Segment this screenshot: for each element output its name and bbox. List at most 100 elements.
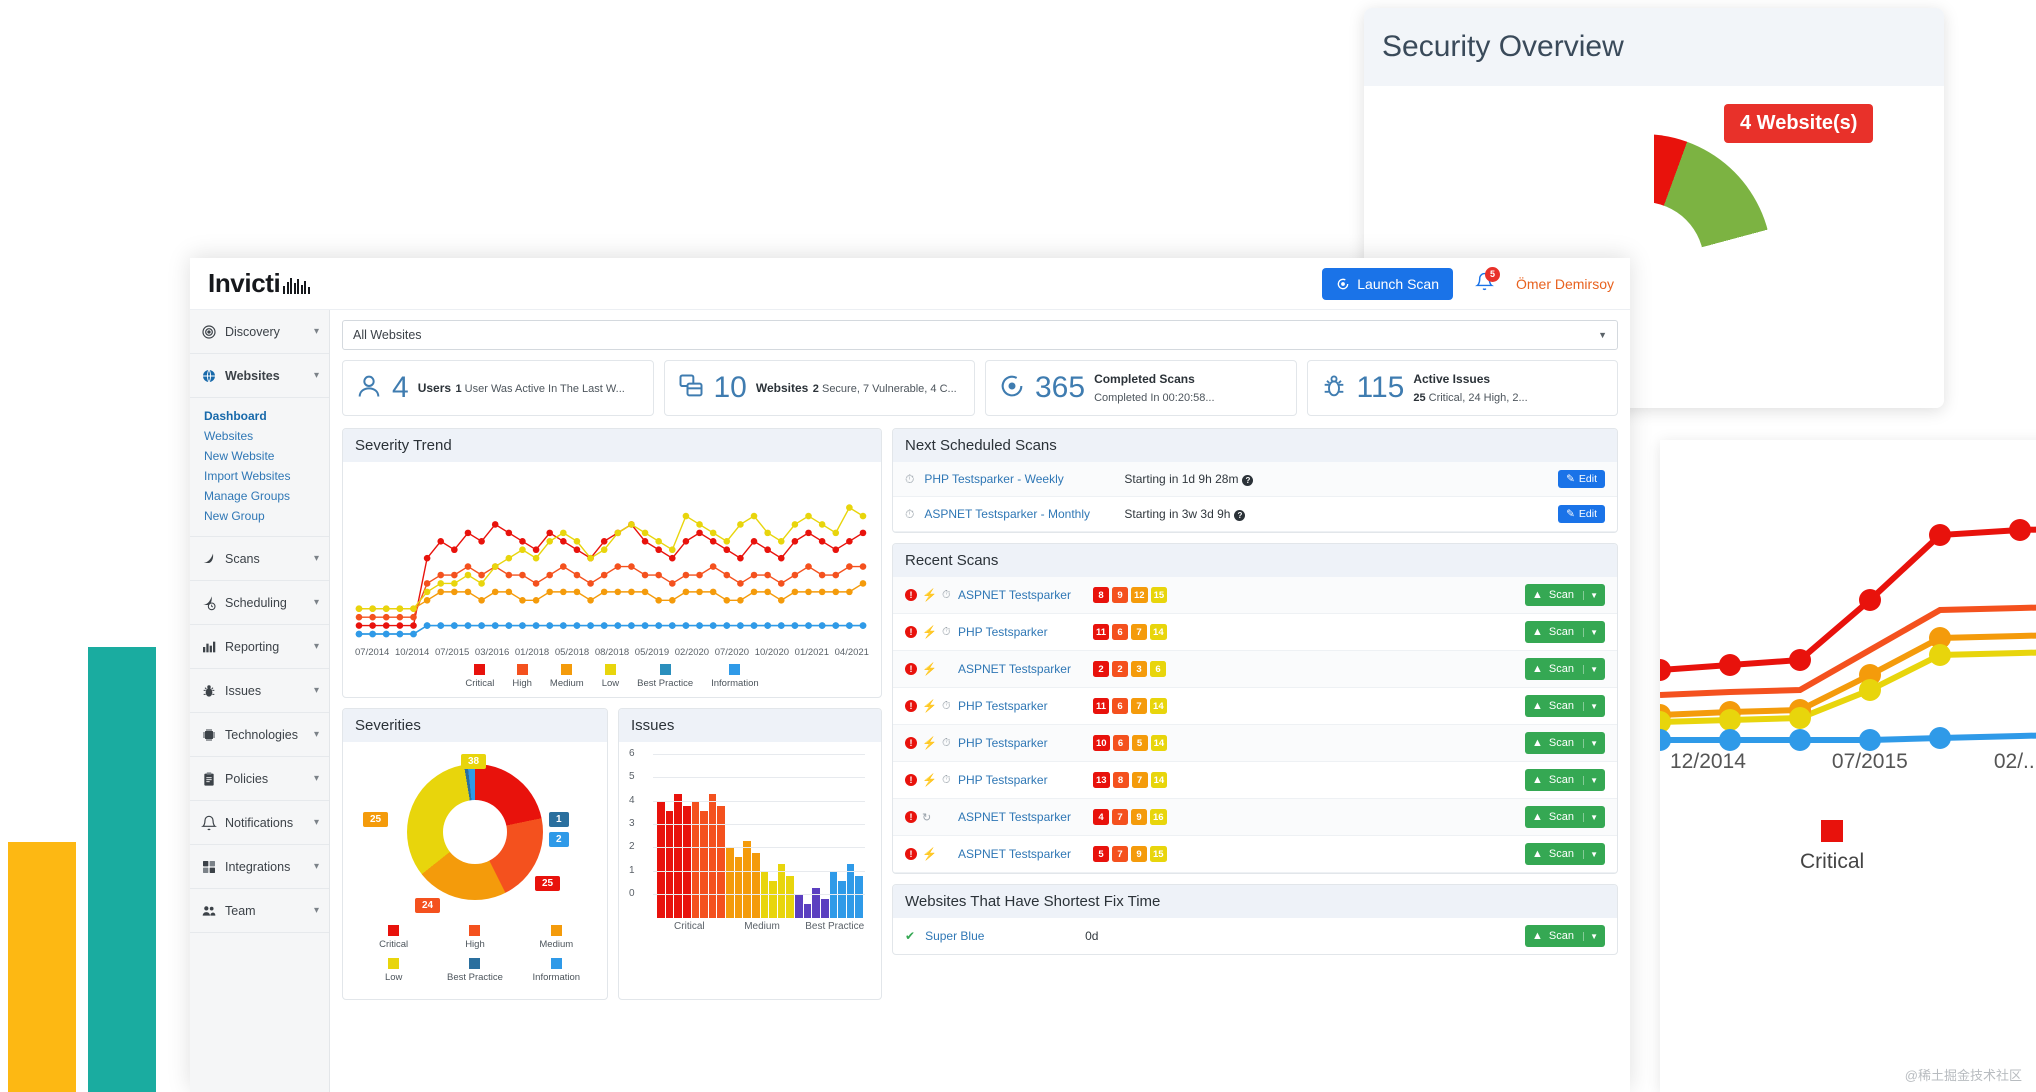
main-content: All Websites ▼ 4 Users 1 User Was Active… bbox=[330, 310, 1630, 1092]
scan-button-label: Scan bbox=[1548, 774, 1574, 786]
help-icon[interactable]: ? bbox=[1242, 475, 1254, 486]
sidebar-item-integrations[interactable]: Integrations ▾ bbox=[190, 845, 329, 889]
sidebar-item-websites[interactable]: Websites ▾ bbox=[190, 354, 329, 398]
scan-button[interactable]: ▲ Scan ▼ bbox=[1525, 695, 1605, 717]
donut-label-best-practice: 1 bbox=[549, 812, 569, 827]
launch-scan-label: Launch Scan bbox=[1357, 275, 1439, 292]
sidebar-item-policies[interactable]: Policies ▾ bbox=[190, 757, 329, 801]
scan-button[interactable]: ▲ Scan ▼ bbox=[1525, 732, 1605, 754]
sidebar-item-discovery[interactable]: Discovery ▾ bbox=[190, 310, 329, 354]
sidebar-item-scheduling[interactable]: Scheduling ▾ bbox=[190, 581, 329, 625]
legend-item: High bbox=[512, 664, 532, 689]
legend-item: Best Practice bbox=[434, 958, 515, 983]
stat-card-active-issues[interactable]: 115 Active Issues 25 Critical, 24 High, … bbox=[1306, 360, 1618, 416]
chevron-down-icon[interactable]: ▼ bbox=[1583, 701, 1598, 711]
scan-website-name[interactable]: PHP Testsparker bbox=[958, 699, 1048, 713]
scan-website-name[interactable]: ASPNET Testsparker bbox=[958, 662, 1071, 676]
help-icon[interactable]: ? bbox=[1234, 510, 1246, 521]
scan-row: ! ⚡ ⏱ PHP Testsparker 11 6 7 14 ▲ Scan ▼ bbox=[893, 688, 1617, 725]
scan-website-name[interactable]: PHP Testsparker bbox=[958, 773, 1048, 787]
sidebar-item-technologies[interactable]: Technologies ▾ bbox=[190, 713, 329, 757]
legend-item: Best Practice bbox=[637, 664, 693, 689]
scan-website-name[interactable]: PHP Testsparker bbox=[958, 625, 1048, 639]
invicti-logo: Invicti bbox=[208, 268, 310, 299]
scheduled-scan-name[interactable]: ASPNET Testsparker - Monthly bbox=[924, 507, 1090, 521]
scan-status-icons: ! ↻ bbox=[905, 811, 951, 824]
scheduled-scan-time: Starting in 1d 9h 28m? bbox=[1124, 472, 1548, 486]
scan-button[interactable]: ▲ Scan ▼ bbox=[1525, 621, 1605, 643]
edit-label: Edit bbox=[1578, 473, 1597, 485]
bar bbox=[751, 852, 760, 918]
chevron-down-icon[interactable]: ▼ bbox=[1583, 664, 1598, 674]
scan-button-label: Scan bbox=[1548, 700, 1574, 712]
shortest-fix-title: Websites That Have Shortest Fix Time bbox=[893, 885, 1617, 918]
fix-website-name[interactable]: Super Blue bbox=[925, 929, 985, 943]
scan-button[interactable]: ▲ Scan ▼ bbox=[1525, 658, 1605, 680]
bolt-icon: ⚡ bbox=[922, 736, 937, 750]
stat-card-websites[interactable]: 10 Websites 2 Secure, 7 Vulnerable, 4 C.… bbox=[663, 360, 975, 416]
legend-label: Critical bbox=[465, 678, 495, 689]
sidebar-item-reporting[interactable]: Reporting ▾ bbox=[190, 625, 329, 669]
sidebar-item-scans[interactable]: Scans ▾ bbox=[190, 537, 329, 581]
shark-fin-icon: ▲ bbox=[1532, 626, 1543, 638]
scan-button-label: Scan bbox=[1548, 930, 1574, 942]
sidebar-item-team[interactable]: Team ▾ bbox=[190, 889, 329, 933]
scan-website-name[interactable]: ASPNET Testsparker bbox=[958, 847, 1071, 861]
sidebar-subitem-manage-groups[interactable]: Manage Groups bbox=[204, 488, 291, 503]
chevron-down-icon[interactable]: ▼ bbox=[1583, 931, 1598, 941]
chevron-down-icon[interactable]: ▼ bbox=[1583, 590, 1598, 600]
sidebar-subitem-websites[interactable]: Websites bbox=[204, 428, 254, 443]
scan-button[interactable]: ▲ Scan ▼ bbox=[1525, 925, 1605, 947]
axis-tick: 07/2015 bbox=[1831, 750, 1908, 773]
website-filter-select[interactable]: All Websites ▼ bbox=[342, 320, 1618, 350]
scheduled-scan-name[interactable]: PHP Testsparker - Weekly bbox=[924, 472, 1064, 486]
legend-item: Low bbox=[602, 664, 619, 689]
axis-tick: 08/2018 bbox=[594, 647, 630, 658]
chevron-down-icon[interactable]: ▼ bbox=[1583, 775, 1598, 785]
severity-badge: 7 bbox=[1131, 624, 1148, 640]
severities-legend: Critical High Medium Low Best Practice Inform… bbox=[353, 925, 597, 991]
sidebar-subitem-dashboard[interactable]: Dashboard bbox=[204, 408, 267, 423]
chevron-down-icon[interactable]: ▼ bbox=[1583, 627, 1598, 637]
legend-item: Critical bbox=[353, 925, 434, 950]
stat-card-users[interactable]: 4 Users 1 User Was Active In The Last W.… bbox=[342, 360, 654, 416]
severity-badge: 8 bbox=[1112, 772, 1129, 788]
stat-card-completed-scans[interactable]: 365 Completed Scans Completed In 00:20:5… bbox=[985, 360, 1297, 416]
bar bbox=[795, 894, 803, 918]
chevron-down-icon[interactable]: ▼ bbox=[1583, 738, 1598, 748]
sidebar-item-issues[interactable]: Issues ▾ bbox=[190, 669, 329, 713]
bar bbox=[820, 899, 829, 918]
severities-donut-area: 38 25 1 2 25 24 bbox=[353, 750, 597, 925]
sidebar-label: Issues bbox=[225, 683, 262, 698]
bolt-icon: ⚡ bbox=[922, 699, 937, 713]
scan-button[interactable]: ▲ Scan ▼ bbox=[1525, 806, 1605, 828]
scan-website-name[interactable]: ASPNET Testsparker bbox=[958, 588, 1071, 602]
gridline bbox=[653, 824, 865, 825]
severity-badge: 9 bbox=[1131, 809, 1147, 825]
scan-button[interactable]: ▲ Scan ▼ bbox=[1525, 843, 1605, 865]
notifications-button[interactable]: 5 bbox=[1475, 266, 1500, 296]
legend-item: Medium bbox=[516, 925, 597, 950]
user-menu[interactable]: Ömer Demirsoy bbox=[1515, 275, 1614, 292]
legend-label: Information bbox=[711, 678, 759, 689]
legend-label: Medium bbox=[549, 678, 584, 689]
background-chart-panel: 12/2014 07/2015 02/... Critical bbox=[1660, 440, 2036, 1092]
sidebar-subitem-import-websites[interactable]: Import Websites bbox=[204, 468, 291, 483]
scan-button[interactable]: ▲ Scan ▼ bbox=[1525, 584, 1605, 606]
launch-scan-button[interactable]: Launch Scan bbox=[1322, 267, 1453, 300]
chevron-down-icon[interactable]: ▼ bbox=[1583, 849, 1598, 859]
scan-website-name[interactable]: ASPNET Testsparker bbox=[958, 810, 1071, 824]
y-axis-tick: 3 bbox=[629, 818, 635, 829]
scan-website-name[interactable]: PHP Testsparker bbox=[958, 736, 1048, 750]
chevron-down-icon[interactable]: ▼ bbox=[1583, 812, 1598, 822]
edit-scheduled-scan-button[interactable]: ✎ Edit bbox=[1558, 470, 1605, 488]
scan-button[interactable]: ▲ Scan ▼ bbox=[1525, 769, 1605, 791]
sidebar-subitem-new-group[interactable]: New Group bbox=[204, 508, 265, 523]
severity-badge: 6 bbox=[1150, 661, 1166, 677]
bar bbox=[726, 848, 734, 918]
sidebar-subitem-new-website[interactable]: New Website bbox=[204, 448, 275, 463]
donut-label-information: 2 bbox=[549, 832, 569, 847]
edit-scheduled-scan-button[interactable]: ✎ Edit bbox=[1558, 505, 1605, 523]
sidebar-item-notifications[interactable]: Notifications ▾ bbox=[190, 801, 329, 845]
